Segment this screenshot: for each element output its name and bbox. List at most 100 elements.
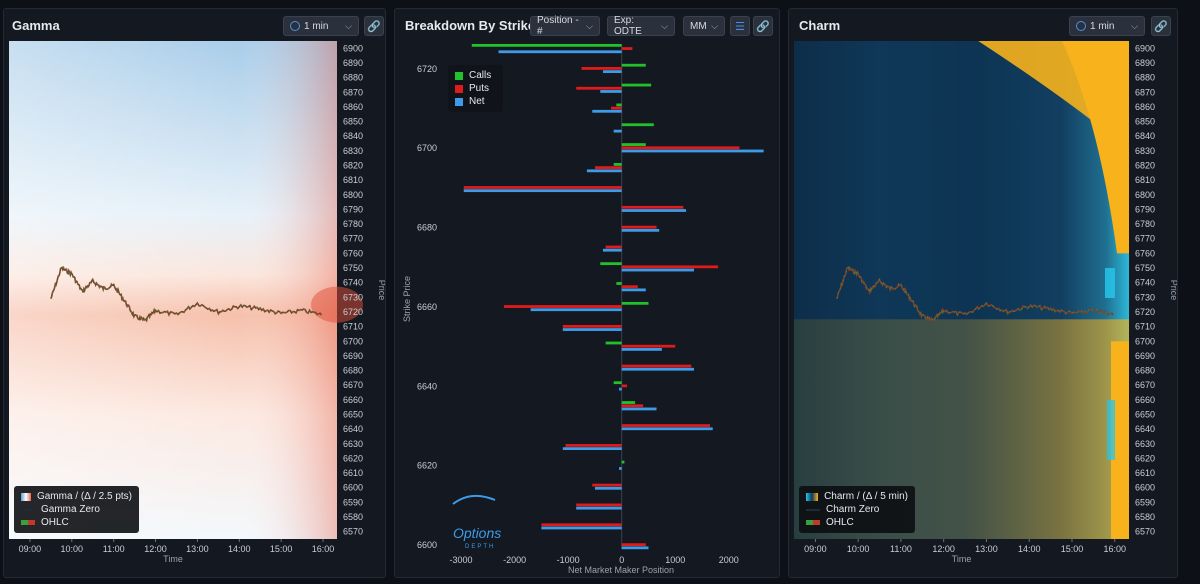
y-tick-label: 6620 [417,461,437,471]
y-tick-label: 6840 [343,131,363,141]
bar-net [621,546,649,550]
bar-puts [621,344,676,348]
y-tick-label: 6860 [1135,102,1155,112]
y-tick-label: 6830 [343,146,363,156]
y-tick-label: 6850 [1135,117,1155,127]
strike-link-button[interactable]: 🔗 [753,16,773,36]
bar-puts [621,424,711,427]
y-tick-label: 6710 [343,322,363,332]
y-tick-label: 6680 [417,223,437,233]
bar-calls [621,63,646,67]
settings-button[interactable]: ☰ [730,16,750,36]
y-axis-label: Strike Price [402,276,412,322]
x-tick-label: 10:00 [847,544,870,554]
bar-puts [621,285,638,289]
x-tick-label: 16:00 [1103,544,1126,554]
y-tick-label: 6900 [1135,43,1155,53]
x-tick-label: 1000 [665,555,685,565]
bar-net [621,288,646,292]
bar-puts [581,67,622,70]
charm-interval-select[interactable]: 1 min ⌵ [1069,16,1145,36]
x-tick-label: 10:00 [61,544,84,554]
x-tick-label: 15:00 [270,544,293,554]
y-tick-label: 6770 [1135,234,1155,244]
x-tick-label: 14:00 [1018,544,1041,554]
bar-puts [611,106,622,110]
bar-calls [621,460,625,464]
bar-calls [616,282,622,285]
x-tick-label: 09:00 [804,544,827,554]
y-tick-label: 6790 [1135,204,1155,214]
bar-net [530,308,622,312]
x-tick-label: 12:00 [932,544,955,554]
y-tick-label: 6670 [1135,380,1155,390]
bar-puts [621,364,692,368]
y-tick-label: 6680 [1135,366,1155,376]
y-tick-label: 6750 [343,263,363,273]
bar-net [562,328,622,331]
y-tick-label: 6640 [1135,424,1155,434]
clock-icon [290,21,300,31]
y-tick-label: 6700 [343,336,363,346]
legend-ohlc: OHLC [41,517,69,528]
y-tick-label: 6760 [343,248,363,258]
y-tick-label: 6840 [1135,131,1155,141]
y-tick-label: 6750 [1135,263,1155,273]
y-tick-label: 6590 [1135,497,1155,507]
bar-puts [576,86,622,90]
x-axis-label: Time [952,554,972,564]
bar-net [613,129,622,133]
logo-text-depth: DEPTH [465,544,495,550]
bar-puts [565,444,622,447]
bar-calls [600,262,622,266]
chevron-down-icon: ⌵ [661,20,668,31]
legend-charm-zero: Charm Zero [826,504,880,515]
bar-puts [503,305,622,308]
y-tick-label: 6870 [1135,87,1155,97]
bar-puts [541,523,622,527]
mm-select[interactable]: MM ⌵ [683,16,725,36]
x-axis-label: Net Market Maker Position [568,565,674,575]
x-tick-label: -2000 [503,555,526,565]
y-tick-label: 6700 [1135,336,1155,346]
position-label: Position - # [537,15,579,37]
x-tick-label: 11:00 [890,544,912,554]
sliders-icon: ☰ [735,20,745,33]
y-tick-label: 6600 [343,483,363,493]
bar-puts [463,186,622,189]
x-axis-label: Time [163,554,183,564]
bar-net [621,348,662,351]
bar-calls [621,401,636,404]
legend-puts: Puts [469,83,490,94]
y-tick-label: 6740 [1135,278,1155,288]
gamma-interval-select[interactable]: 1 min ⌵ [283,16,359,36]
link-icon: 🔗 [756,20,770,33]
bar-puts [621,543,646,547]
bar-net [586,169,622,173]
logo-text-options: Options [453,525,501,541]
bar-puts [621,384,628,388]
bar-net [621,367,694,371]
y-axis-label: Price [377,280,386,301]
gamma-heatmap: 6900 6890 6880 6870 6860 6850 6840 6830 6820 6810… [9,41,386,564]
charm-link-button[interactable]: 🔗 [1151,16,1171,36]
expiration-select[interactable]: Exp: ODTE ⌵ [607,15,675,37]
y-tick-label: 6690 [343,351,363,361]
y-tick-label: 6620 [343,453,363,463]
bar-puts [592,483,622,487]
bar-calls [616,103,622,107]
x-tick-label: 0 [619,555,624,565]
y-tick-label: 6810 [343,175,363,185]
x-tick-label: 2000 [719,555,739,565]
y-tick-label: 6870 [343,87,363,97]
y-tick-label: 6770 [343,234,363,244]
bar-net [619,467,622,470]
position-select[interactable]: Position - # ⌵ [530,15,600,37]
x-tick-label: 14:00 [228,544,251,554]
y-tick-label: 6800 [1135,190,1155,200]
bar-puts [621,404,644,408]
y-tick-label: 6650 [1135,410,1155,420]
y-tick-label: 6680 [343,366,363,376]
bar-calls [613,381,622,385]
gamma-link-button[interactable]: 🔗 [364,16,384,36]
